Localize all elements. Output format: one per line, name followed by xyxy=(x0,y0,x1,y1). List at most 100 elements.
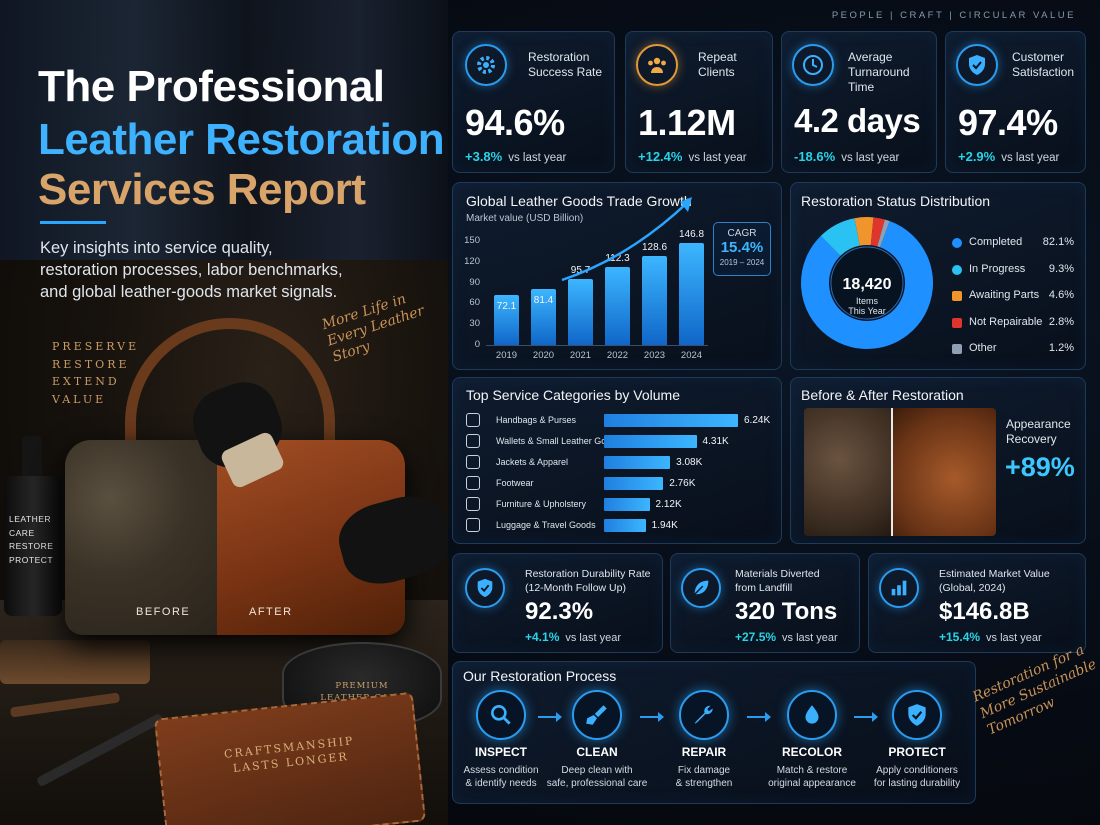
bar-value-label: 72.1 xyxy=(496,301,517,312)
service-bar xyxy=(604,456,671,469)
legend-label: Awaiting Parts xyxy=(969,289,1040,301)
kpi-sublabel: (Global, 2024) xyxy=(939,582,1006,594)
kpi-change-value: +4.1% xyxy=(525,630,560,644)
process-title: Our Restoration Process xyxy=(463,668,617,684)
kpi-value: 92.3% xyxy=(525,598,594,625)
legend-percent: 9.3% xyxy=(1048,262,1074,275)
bottle-line: LEATHER xyxy=(9,514,52,524)
kpi-change-value: -18.6% xyxy=(794,149,836,164)
gear-icon xyxy=(465,44,507,86)
process-step-desc-line: & identify needs xyxy=(465,778,537,789)
service-value: 1.94K xyxy=(651,520,678,531)
service-bar xyxy=(604,414,738,427)
preserve-word: EXTEND xyxy=(52,375,120,388)
service-label: Jackets & Apparel xyxy=(496,457,569,467)
preserve-word: PRESERVE xyxy=(52,340,140,353)
process-step-desc: Fix damage & strengthen xyxy=(649,764,759,790)
kpi-label: Materials Diverted from Landfill xyxy=(735,567,820,595)
bar-chart-icon xyxy=(879,568,919,608)
donut-slice xyxy=(801,221,933,349)
legend-swatch xyxy=(952,264,962,275)
kpi-label-line: Restoration Durability Rate xyxy=(525,568,651,580)
service-row: Luggage & Travel Goods 1.94K xyxy=(466,517,772,535)
process-step-desc: Apply conditioners for lasting durability xyxy=(862,764,972,790)
users-icon xyxy=(636,44,678,86)
legend-item: Other 1.2% xyxy=(952,342,1074,356)
bag-handle-image xyxy=(125,318,335,468)
shield-check-icon xyxy=(892,690,942,740)
bar-value-label: 81.4 xyxy=(533,294,554,306)
legend-percent: 4.6% xyxy=(1048,289,1074,301)
hero-photo-panel: LEATHER CARE RESTORE PROTECT BEFORE AFTE… xyxy=(0,0,448,825)
x-tick-label: 2021 xyxy=(569,350,592,361)
shoe-icon xyxy=(466,476,480,490)
kpi-change: +15.4% vs last year xyxy=(939,630,1042,644)
wrench-icon xyxy=(679,690,729,740)
legend-percent: 2.8% xyxy=(1048,315,1074,328)
legend-item: Completed 82.1% xyxy=(952,236,1074,250)
legend-label: Completed xyxy=(969,236,1023,248)
process-step-title: INSPECT xyxy=(474,745,527,759)
growth-arrow-icon xyxy=(561,197,692,282)
service-value: 3.08K xyxy=(676,457,703,468)
service-bar xyxy=(604,477,664,490)
legend-percent: 1.2% xyxy=(1048,342,1074,354)
donut-center: 18,420 Items This Year xyxy=(832,276,902,316)
donut-slice xyxy=(870,217,885,247)
service-value: 4.31K xyxy=(702,436,729,447)
bar-value-label: 112.3 xyxy=(605,253,630,265)
kpi-sublabel: (12-Month Follow Up) xyxy=(525,582,626,594)
bar-value-label: 95.7 xyxy=(570,264,591,276)
kpi-change: +3.8% vs last year xyxy=(465,149,566,164)
process-step-title: CLEAN xyxy=(576,745,618,759)
donut-slice xyxy=(854,217,874,246)
status-title: Restoration Status Distribution xyxy=(801,193,991,209)
bar xyxy=(568,278,593,345)
bar-value-label: 146.8 xyxy=(678,229,705,241)
y-tick-label: 30 xyxy=(469,318,480,330)
arrow-right-icon xyxy=(853,712,878,722)
process-step-desc-line: & strengthen xyxy=(675,778,733,789)
sofa-icon xyxy=(466,497,480,511)
kpi-card-satisfaction: Customer Satisfaction 97.4% +2.9% vs last… xyxy=(945,31,1086,173)
service-bar xyxy=(604,435,697,448)
kpi-change-value: +12.4% xyxy=(638,149,683,164)
donut-hole xyxy=(830,246,904,320)
leaf-icon xyxy=(681,568,721,608)
arrow-right-icon xyxy=(747,712,771,722)
kpi-change-period: vs last year xyxy=(782,632,838,644)
kpi-change: -18.6% vs last year xyxy=(794,149,899,164)
cagr-range: 2019 – 2024 xyxy=(719,258,765,267)
before-label: BEFORE xyxy=(136,606,191,618)
bottle-line: RESTORE xyxy=(9,541,54,551)
legend-label: Other xyxy=(969,342,997,354)
status-donut-chart xyxy=(801,217,933,349)
kpi-change: +2.9% vs last year xyxy=(958,149,1059,164)
appearance-recovery-value: +89% xyxy=(1005,452,1075,482)
background-curtain xyxy=(0,0,448,260)
legend-item: Awaiting Parts 4.6% xyxy=(952,289,1074,303)
y-tick-label: 120 xyxy=(464,255,480,267)
kpi-label-line: Materials Diverted xyxy=(735,568,820,580)
legend-swatch xyxy=(952,238,962,248)
cagr-label: CAGR xyxy=(727,228,757,239)
kpi-change-value: +3.8% xyxy=(465,149,503,164)
x-tick-label: 2023 xyxy=(643,350,666,361)
kpi-card-repeat-clients: Repeat Clients 1.12M +12.4% vs last year xyxy=(625,31,773,173)
process-step-desc-line: Fix damage xyxy=(677,765,731,776)
service-label: Wallets & Small Leather Goods xyxy=(496,436,621,446)
kpi-label-line: Estimated Market Value xyxy=(939,568,1050,580)
x-tick-label: 2022 xyxy=(606,350,629,361)
kpi-change: +12.4% vs last year xyxy=(638,149,747,164)
process-step-desc-line: original appearance xyxy=(768,778,856,789)
split-divider xyxy=(891,408,893,536)
process-step-desc: Deep clean with safe, professional care xyxy=(542,764,652,790)
service-row: Wallets & Small Leather Goods 4.31K xyxy=(466,433,772,451)
service-value: 2.76K xyxy=(669,478,696,489)
y-tick-label: 60 xyxy=(469,297,480,309)
brush-icon xyxy=(572,690,622,740)
kpi-label: Restoration Durability Rate (12-Month Fol… xyxy=(525,567,650,595)
service-value: 6.24K xyxy=(744,415,771,426)
service-row: Footwear 2.76K xyxy=(466,475,772,493)
kpi-change-period: vs last year xyxy=(508,152,567,164)
